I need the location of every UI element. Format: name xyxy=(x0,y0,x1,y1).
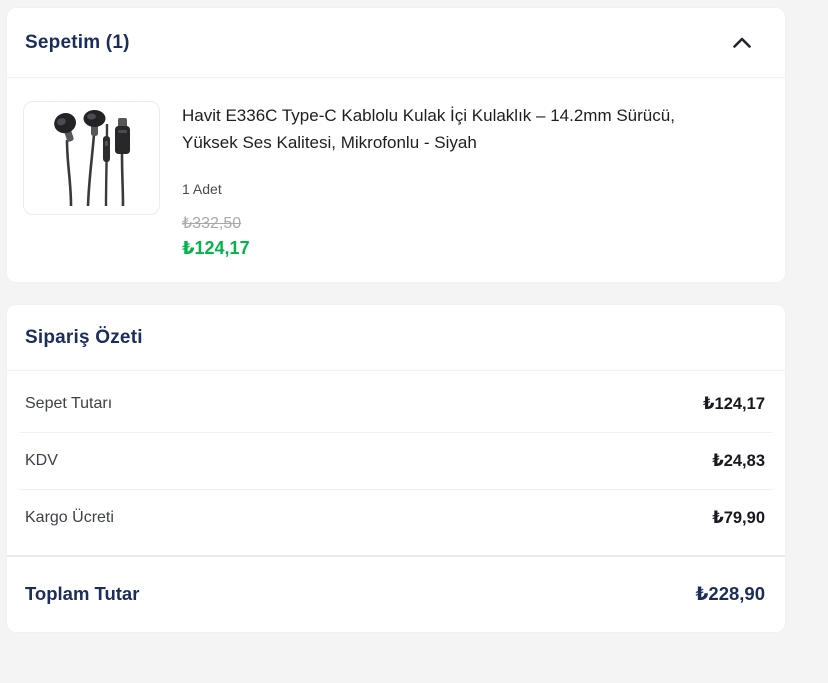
summary-row-value: ₺124,17 xyxy=(703,394,765,413)
cart-item-row: Havit E336C Type-C Kablolu Kulak İçi Kul… xyxy=(7,78,785,259)
order-summary-title: Sipariş Özeti xyxy=(25,326,143,348)
summary-row-label: KDV xyxy=(25,452,58,469)
summary-row-value: ₺24,83 xyxy=(712,452,765,470)
summary-row-label: Kargo Ücreti xyxy=(25,509,114,526)
summary-row-vat: KDV ₺24,83 xyxy=(19,432,773,489)
cart-title: Sepetim (1) xyxy=(25,31,130,53)
total-label: Toplam Tutar xyxy=(25,582,140,604)
collapse-cart-button[interactable] xyxy=(729,33,755,52)
product-price: ₺124,17 xyxy=(182,238,250,258)
total-row: Toplam Tutar ₺228,90 xyxy=(7,557,785,630)
chevron-up-icon xyxy=(733,37,751,48)
product-title[interactable]: Havit E336C Type-C Kablolu Kulak İçi Kul… xyxy=(182,106,675,152)
order-summary-section: Sipariş Özeti Sepet Tutarı ₺124,17 KDV ₺… xyxy=(6,304,786,633)
product-info: Havit E336C Type-C Kablolu Kulak İçi Kul… xyxy=(182,101,714,259)
summary-row-label: Sepet Tutarı xyxy=(25,394,113,412)
summary-row-value: ₺79,90 xyxy=(712,509,765,527)
earphones-image xyxy=(53,110,130,206)
summary-row-subtotal: Sepet Tutarı ₺124,17 xyxy=(19,375,773,432)
product-image[interactable] xyxy=(23,101,160,215)
total-divider xyxy=(7,555,785,557)
total-value: ₺228,90 xyxy=(695,582,765,604)
cart-section: Sepetim (1) xyxy=(6,7,786,283)
order-summary-header: Sipariş Özeti xyxy=(7,305,785,371)
order-summary-rows: Sepet Tutarı ₺124,17 KDV ₺24,83 Kargo Üc… xyxy=(7,371,785,555)
product-old-price: ₺332,50 xyxy=(182,215,242,232)
cart-header: Sepetim (1) xyxy=(7,8,785,78)
product-quantity: 1 Adet xyxy=(182,181,222,197)
summary-row-shipping: Kargo Ücreti ₺79,90 xyxy=(19,489,773,546)
